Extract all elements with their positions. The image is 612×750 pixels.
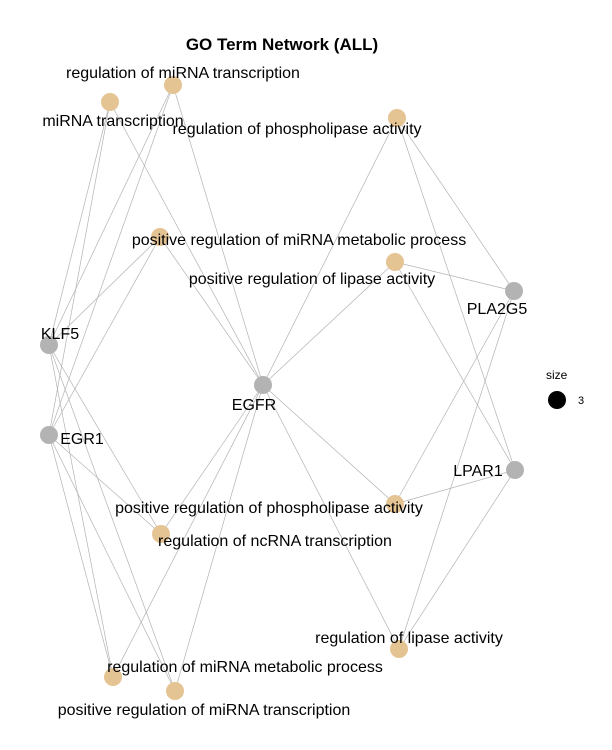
node-label-ncrna_tx_reg: regulation of ncRNA transcription <box>158 533 392 550</box>
edge-egfr-pos_mirna_tx <box>174 384 264 692</box>
edge-egfr-ncrna_tx_reg <box>160 384 264 535</box>
term-node-mirna_metab_reg[interactable] <box>104 668 122 686</box>
edge-egr1-mirna_tx <box>48 101 111 436</box>
edge-klf5-mirna_tx <box>48 101 111 346</box>
diagram-title: GO Term Network (ALL) <box>186 35 378 54</box>
edge-egfr-pos_lipase <box>262 261 396 386</box>
edge-egr1-mirna_tx_reg <box>48 84 174 436</box>
term-node-mirna_tx_reg[interactable] <box>164 76 182 94</box>
legend-size-value: 3 <box>578 395 584 407</box>
edge-egr1-pos_mirna_metab <box>48 236 161 436</box>
gene-node-lpar1[interactable] <box>506 461 524 479</box>
gene-node-egr1[interactable] <box>40 426 58 444</box>
edge-lpar1-lipase_reg <box>398 469 516 650</box>
node-label-pos_phospholipase: positive regulation of phospholipase act… <box>115 500 423 517</box>
edge-egr1-mirna_metab_reg <box>48 434 114 678</box>
edge-pla2g5-pos_lipase <box>394 261 515 292</box>
edge-egfr-phospholipase_reg <box>262 117 398 386</box>
term-node-phospholipase_reg[interactable] <box>388 109 406 127</box>
edge-klf5-mirna_tx_reg <box>48 84 174 346</box>
edge-pla2g5-phospholipase_reg <box>396 117 515 292</box>
node-label-egr1: EGR1 <box>60 431 104 448</box>
term-node-pos_mirna_tx[interactable] <box>166 682 184 700</box>
term-node-mirna_tx[interactable] <box>101 93 119 111</box>
term-node-pos_phospholipase[interactable] <box>386 495 404 513</box>
node-label-lpar1: LPAR1 <box>453 463 503 480</box>
gene-node-pla2g5[interactable] <box>505 282 523 300</box>
edge-layer <box>48 84 516 692</box>
edge-klf5-mirna_metab_reg <box>48 344 114 678</box>
edge-klf5-ncrna_tx_reg <box>48 344 162 535</box>
node-label-pos_mirna_metab: positive regulation of miRNA metabolic p… <box>132 232 466 249</box>
edge-egr1-pos_mirna_tx <box>48 434 176 692</box>
edge-egfr-pos_phospholipase <box>262 384 396 505</box>
node-label-lipase_reg: regulation of lipase activity <box>315 630 503 647</box>
edge-egfr-mirna_tx <box>109 101 264 386</box>
legend-title: size <box>546 368 568 382</box>
label-layer: regulation of miRNA transcription miRNA t… <box>41 65 527 719</box>
node-label-mirna_tx_reg: regulation of miRNA transcription <box>66 65 300 82</box>
edge-egfr-mirna_metab_reg <box>112 384 264 678</box>
edge-klf5-pos_mirna_metab <box>48 236 161 346</box>
node-label-pla2g5: PLA2G5 <box>467 301 528 318</box>
edge-egfr-mirna_tx_reg <box>172 84 264 386</box>
node-label-pos_lipase: positive regulation of lipase activity <box>189 271 435 288</box>
node-label-mirna_tx: miRNA transcription <box>42 113 183 130</box>
edge-pla2g5-pos_phospholipase <box>394 290 515 505</box>
term-node-pos_mirna_metab[interactable] <box>151 228 169 246</box>
gene-node-egfr[interactable] <box>254 376 272 394</box>
node-label-mirna_metab_reg: regulation of miRNA metabolic process <box>107 659 383 676</box>
edge-egr1-ncrna_tx_reg <box>48 434 162 535</box>
node-layer <box>40 76 524 700</box>
term-node-lipase_reg[interactable] <box>390 640 408 658</box>
gene-node-klf5[interactable] <box>40 336 58 354</box>
node-label-pos_mirna_tx: positive regulation of miRNA transcripti… <box>58 702 351 719</box>
edge-egfr-pos_mirna_metab <box>159 236 264 386</box>
legend-size-dot <box>548 391 566 409</box>
edge-lpar1-pos_lipase <box>394 261 516 471</box>
edge-lpar1-pos_phospholipase <box>394 469 516 505</box>
node-label-egfr: EGFR <box>232 397 276 414</box>
size-legend: size 3 <box>546 368 584 409</box>
edge-egfr-lipase_reg <box>262 384 400 650</box>
node-label-phospholipase_reg: regulation of phospholipase activity <box>172 121 421 138</box>
term-node-ncrna_tx_reg[interactable] <box>152 525 170 543</box>
edge-klf5-pos_mirna_tx <box>48 344 176 692</box>
node-label-klf5: KLF5 <box>41 326 79 343</box>
edge-pla2g5-lipase_reg <box>398 290 515 650</box>
term-node-pos_lipase[interactable] <box>386 253 404 271</box>
edge-lpar1-phospholipase_reg <box>396 117 516 471</box>
